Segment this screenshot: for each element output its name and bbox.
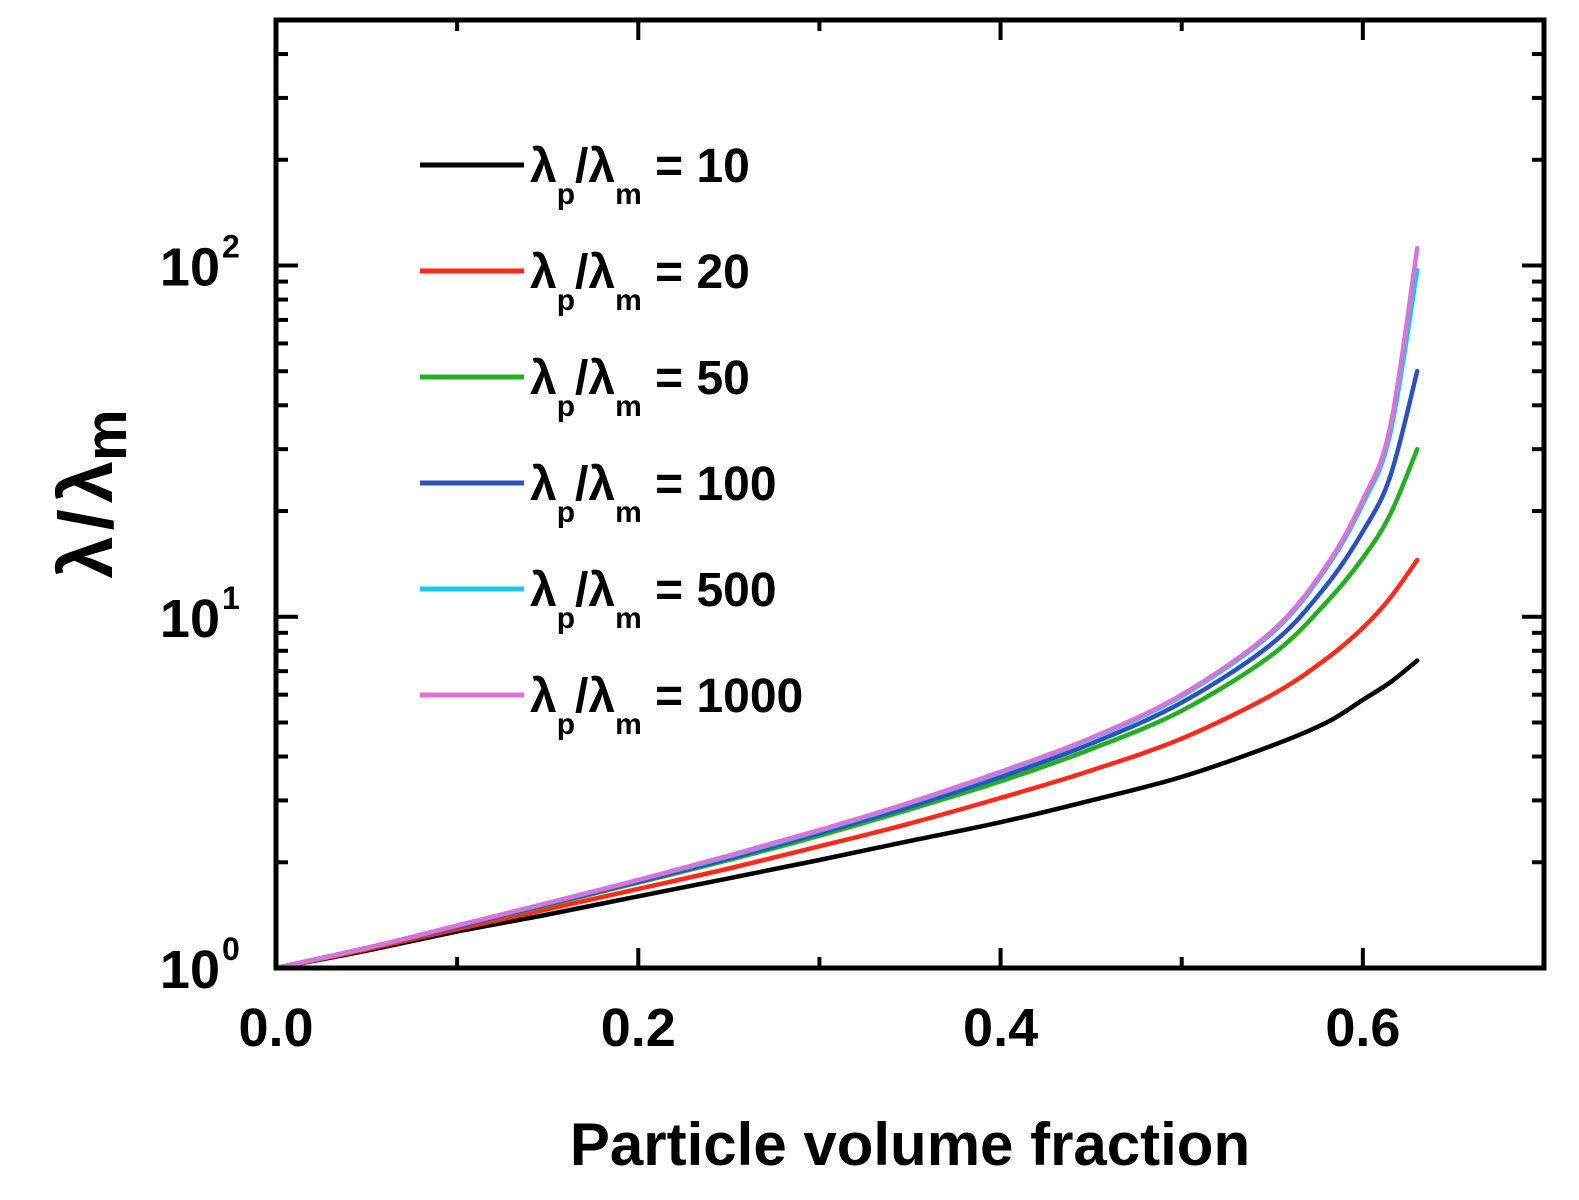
legend-entry-20: λp/λm = 20 [420,246,750,317]
y-axis-label: λ/λm [44,409,139,578]
y-axis-label-symbol: λ [44,536,129,578]
legend: λp/λm = 10 λp/λm = 20 λp/λm = 50 λp/λm = 10… [420,140,803,741]
y-tick-exponent: 0 [222,931,240,967]
series-line-1000 [273,245,1420,971]
legend-entry-50: λp/λm = 50 [420,352,750,423]
curves-layer [273,245,1420,971]
svg-text:λ/λm: λ/λm [44,409,139,578]
legend-label: λp/λm = 20 [530,246,750,317]
y-tick-label: 10 [160,940,220,1000]
x-axis-label: Particle volume fraction [570,1111,1250,1178]
legend-entry-500: λp/λm = 500 [420,564,777,635]
legend-label: λp/λm = 1000 [530,670,803,741]
legend-label: λp/λm = 10 [530,140,750,211]
legend-label: λp/λm = 100 [530,458,777,529]
legend-entry-100: λp/λm = 100 [420,458,777,529]
y-axis-label-separator: / [44,509,129,530]
x-tick-label: 0.4 [963,998,1038,1058]
y-axis-label-ref-sub: m [74,409,139,461]
y-axis-label-ref-symbol: λ [44,461,129,503]
series-line-100 [273,368,1420,971]
x-tick-label: 0.6 [1325,998,1400,1058]
series-line-20 [273,557,1420,971]
legend-label: λp/λm = 50 [530,352,750,423]
x-tick-label: 0.0 [238,998,313,1058]
series-line-10 [273,658,1420,971]
y-tick-exponent: 2 [222,229,240,265]
legend-label: λp/λm = 500 [530,564,777,635]
x-tick-label: 0.2 [601,998,676,1058]
y-tick-exponent: 1 [222,580,240,616]
y-tick-label: 10 [160,589,220,649]
legend-entry-1000: λp/λm = 1000 [420,670,803,741]
legend-entry-10: λp/λm = 10 [420,140,750,211]
plot-frame [273,17,1547,971]
y-tick-label: 10 [160,238,220,298]
ticks-layer [274,18,1546,970]
